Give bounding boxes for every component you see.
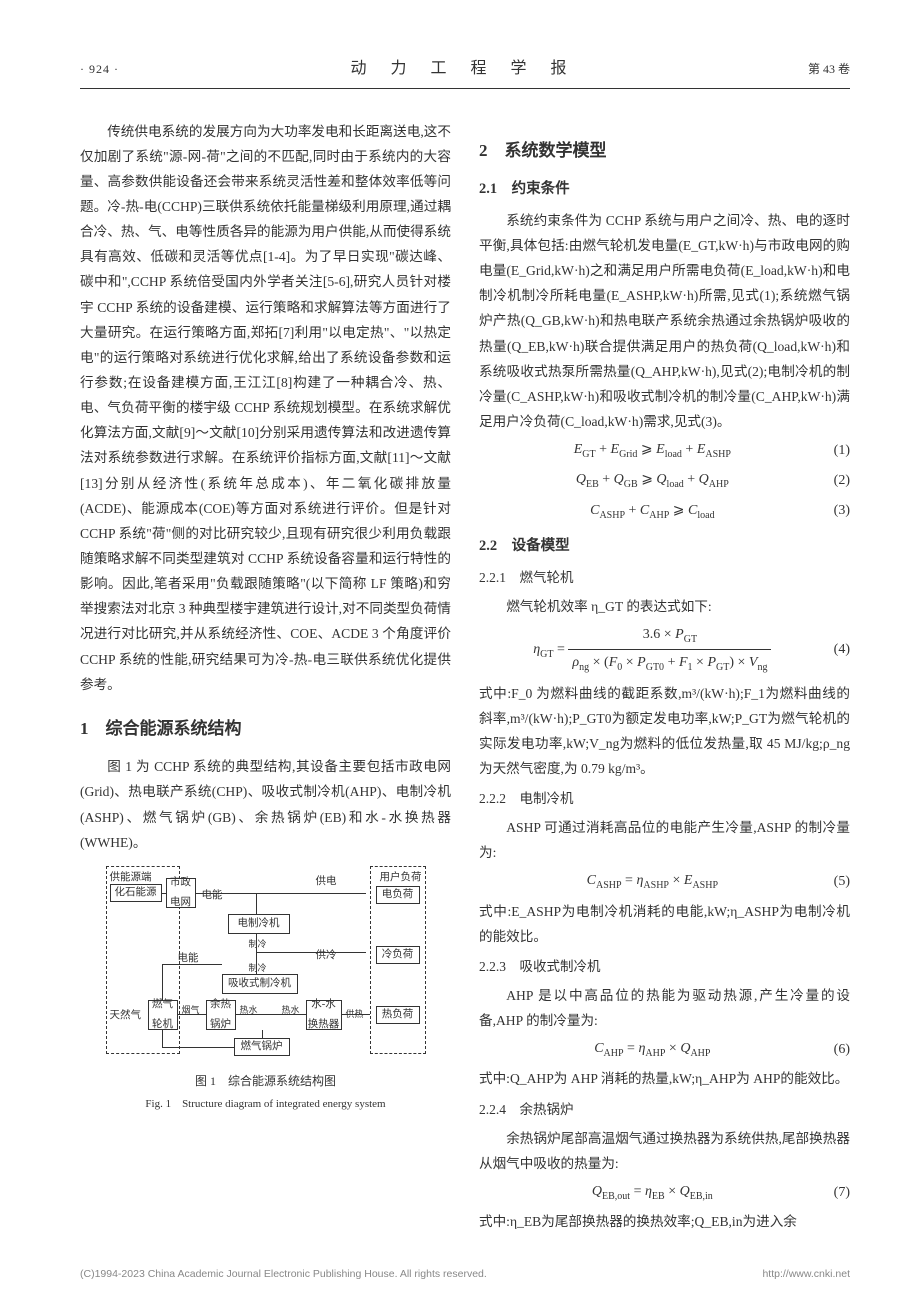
- label-ng: 天然气: [110, 1006, 142, 1025]
- left-column: 传统供电系统的发展方向为大功率发电和长距离送电,这不仅加剧了系统"源-网-荷"之…: [80, 119, 451, 1236]
- eqnum-2: (2): [826, 468, 850, 494]
- volume-label: 第 43 卷: [808, 58, 850, 80]
- page-number: · 924 ·: [80, 58, 119, 80]
- figure-1-diagram: 供能源端 用户负荷 化石能源 市政 电网 电能 供电 电负荷 电制冷机 制冷 电…: [106, 864, 426, 1064]
- p-2-2-2: ASHP 可通过消耗高品位的电能产生冷量,ASHP 的制冷量为:: [479, 815, 850, 865]
- section-2-2-2-heading: 2.2.2 电制冷机: [479, 787, 850, 812]
- p-2-1: 系统约束条件为 CCHP 系统与用户之间冷、热、电的逐时平衡,具体包括:由燃气轮…: [479, 208, 850, 434]
- box-absorption: 吸收式制冷机: [222, 974, 298, 994]
- right-column: 2 系统数学模型 2.1 约束条件 系统约束条件为 CCHP 系统与用户之间冷、…: [479, 119, 850, 1236]
- equation-1: EGT + EGrid ⩾ Eload + EASHP (1): [479, 437, 850, 464]
- section-2-1-heading: 2.1 约束条件: [479, 176, 850, 203]
- eqnum-4: (4): [826, 637, 850, 663]
- equation-6: CAHP = ηAHP × QAHP (6): [479, 1036, 850, 1063]
- eqnum-1: (1): [826, 438, 850, 464]
- label-hw2: 热水: [282, 1002, 300, 1019]
- section-2-2-1-heading: 2.2.1 燃气轮机: [479, 566, 850, 591]
- p-2-2-1b: 式中:F_0 为燃料曲线的截距系数,m³/(kW·h);F_1为燃料曲线的斜率,…: [479, 681, 850, 782]
- box-elecload: 电负荷: [376, 886, 420, 904]
- section-2-2-heading: 2.2 设备模型: [479, 533, 850, 560]
- footer-copyright: (C)1994-2023 China Academic Journal Elec…: [80, 1265, 487, 1284]
- box-coldload: 冷负荷: [376, 946, 420, 964]
- label-hw1: 热水: [240, 1002, 258, 1019]
- box-gt: 燃气 轮机: [148, 1000, 178, 1030]
- box-wwhe: 水-水 换热器: [306, 1000, 342, 1030]
- eqnum-5: (5): [826, 869, 850, 895]
- footer-url: http://www.cnki.net: [762, 1265, 850, 1284]
- label-zhileng1: 制冷: [249, 936, 267, 953]
- label-gongleng: 供冷: [316, 946, 337, 965]
- eqnum-3: (3): [826, 498, 850, 524]
- eqnum-6: (6): [826, 1037, 850, 1063]
- p-2-2-1: 燃气轮机效率 η_GT 的表达式如下:: [479, 594, 850, 619]
- label-gongdian: 供电: [316, 872, 337, 891]
- box-grid: 市政 电网: [166, 878, 196, 908]
- box-eb: 余热 锅炉: [206, 1000, 236, 1030]
- equation-7: QEB,out = ηEB × QEB,in (7): [479, 1179, 850, 1206]
- section-1-paragraph: 图 1 为 CCHP 系统的典型结构,其设备主要包括市政电网(Grid)、热电联…: [80, 754, 451, 855]
- label-flue: 烟气: [182, 1002, 200, 1019]
- equation-5: CASHP = ηASHP × EASHP (5): [479, 868, 850, 895]
- section-2-2-3-heading: 2.2.3 吸收式制冷机: [479, 955, 850, 980]
- section-2-2-4-heading: 2.2.4 余热锅炉: [479, 1098, 850, 1123]
- equation-3: CASHP + CAHP ⩾ Cload (3): [479, 498, 850, 525]
- box-gb: 燃气锅炉: [234, 1038, 290, 1056]
- fig1-caption-cn: 图 1 综合能源系统结构图: [80, 1070, 451, 1092]
- p-2-2-2b: 式中:E_ASHP为电制冷机消耗的电能,kW;η_ASHP为电制冷机的能效比。: [479, 899, 850, 949]
- page-footer: (C)1994-2023 China Academic Journal Elec…: [80, 1265, 850, 1284]
- fig1-caption-en: Fig. 1 Structure diagram of integrated e…: [80, 1094, 451, 1114]
- page-header: · 924 · 动 力 工 程 学 报 第 43 卷: [80, 54, 850, 89]
- box-elec-cooler: 电制冷机: [228, 914, 290, 934]
- box-heatload: 热负荷: [376, 1006, 420, 1024]
- section-1-heading: 1 综合能源系统结构: [80, 713, 451, 744]
- label-elec2: 电能: [178, 949, 199, 968]
- eqnum-7: (7): [826, 1180, 850, 1206]
- equation-2: QEB + QGB ⩾ Qload + QAHP (2): [479, 467, 850, 494]
- label-elec: 电能: [202, 886, 223, 905]
- content-columns: 传统供电系统的发展方向为大功率发电和长距离送电,这不仅加剧了系统"源-网-荷"之…: [80, 119, 850, 1236]
- p-2-2-4b: 式中:η_EB为尾部换热器的换热效率;Q_EB,in为进入余: [479, 1209, 850, 1234]
- p-2-2-3b: 式中:Q_AHP为 AHP 消耗的热量,kW;η_AHP为 AHP的能效比。: [479, 1066, 850, 1091]
- section-2-heading: 2 系统数学模型: [479, 135, 850, 166]
- p-2-2-3: AHP 是以中高品位的热能为驱动热源,产生冷量的设备,AHP 的制冷量为:: [479, 983, 850, 1033]
- box-fossil: 化石能源: [110, 884, 162, 902]
- journal-title: 动 力 工 程 学 报: [119, 54, 808, 84]
- intro-paragraph: 传统供电系统的发展方向为大功率发电和长距离送电,这不仅加剧了系统"源-网-荷"之…: [80, 119, 451, 697]
- equation-4: ηGT = 3.6 × PGT ρng × (F0 × PGT0 + F1 × …: [479, 622, 850, 678]
- p-2-2-4: 余热锅炉尾部高温烟气通过换热器为系统供热,尾部换热器从烟气中吸收的热量为:: [479, 1126, 850, 1176]
